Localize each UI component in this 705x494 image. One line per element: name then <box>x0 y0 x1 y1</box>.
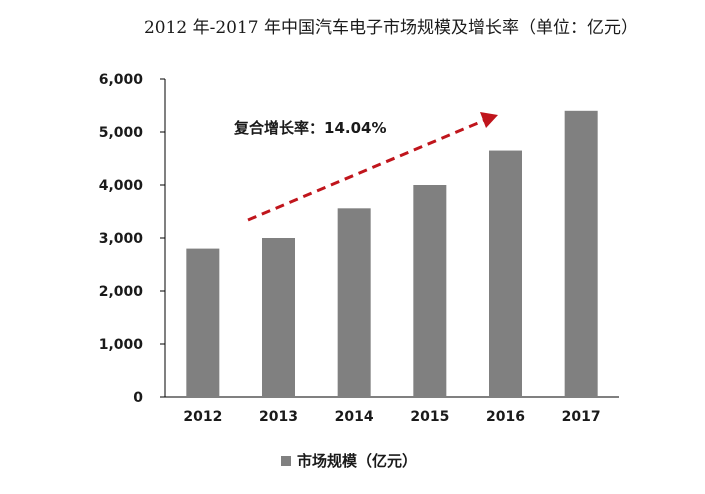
x-tick-label-2012: 2012 <box>183 409 222 425</box>
y-tick-label: 6,000 <box>99 72 144 88</box>
y-tick-label: 3,000 <box>99 231 144 247</box>
bar-2016 <box>489 150 522 397</box>
y-tick-label: 4,000 <box>99 178 144 194</box>
y-tick-label: 0 <box>133 390 143 406</box>
x-tick-label-2013: 2013 <box>259 409 298 425</box>
growth-arrow <box>247 112 498 222</box>
legend: 市场规模（亿元） <box>281 452 417 470</box>
y-tick-label: 2,000 <box>99 284 144 300</box>
bar-2013 <box>262 238 295 397</box>
legend-label: 市场规模（亿元） <box>297 452 417 470</box>
x-tick-labels: 2012 2013 2014 2015 2016 2017 <box>183 409 600 425</box>
bar-series <box>186 110 598 398</box>
bar-2017 <box>564 110 598 398</box>
chart-title: 2012 年-2017 年中国汽车电子市场规模及增长率（单位：亿元） <box>144 18 638 38</box>
y-tick-label: 5,000 <box>99 125 144 141</box>
legend-swatch <box>281 456 291 466</box>
bar-2015 <box>413 185 447 397</box>
bar-2014 <box>337 208 371 397</box>
bar-2012 <box>186 248 220 397</box>
x-tick-label-2014: 2014 <box>335 409 374 425</box>
dashed-trend-line <box>247 118 486 222</box>
cagr-annotation: 复合增长率：14.04% <box>233 119 386 137</box>
x-tick-label-2015: 2015 <box>410 409 449 425</box>
y-tick-labels: 0 1,000 2,000 3,000 4,000 5,000 6,000 <box>99 72 165 406</box>
x-tick-label-2017: 2017 <box>562 409 601 425</box>
y-tick-label: 1,000 <box>99 337 144 353</box>
x-tick-label-2016: 2016 <box>486 409 525 425</box>
arrow-head-icon <box>480 112 498 128</box>
